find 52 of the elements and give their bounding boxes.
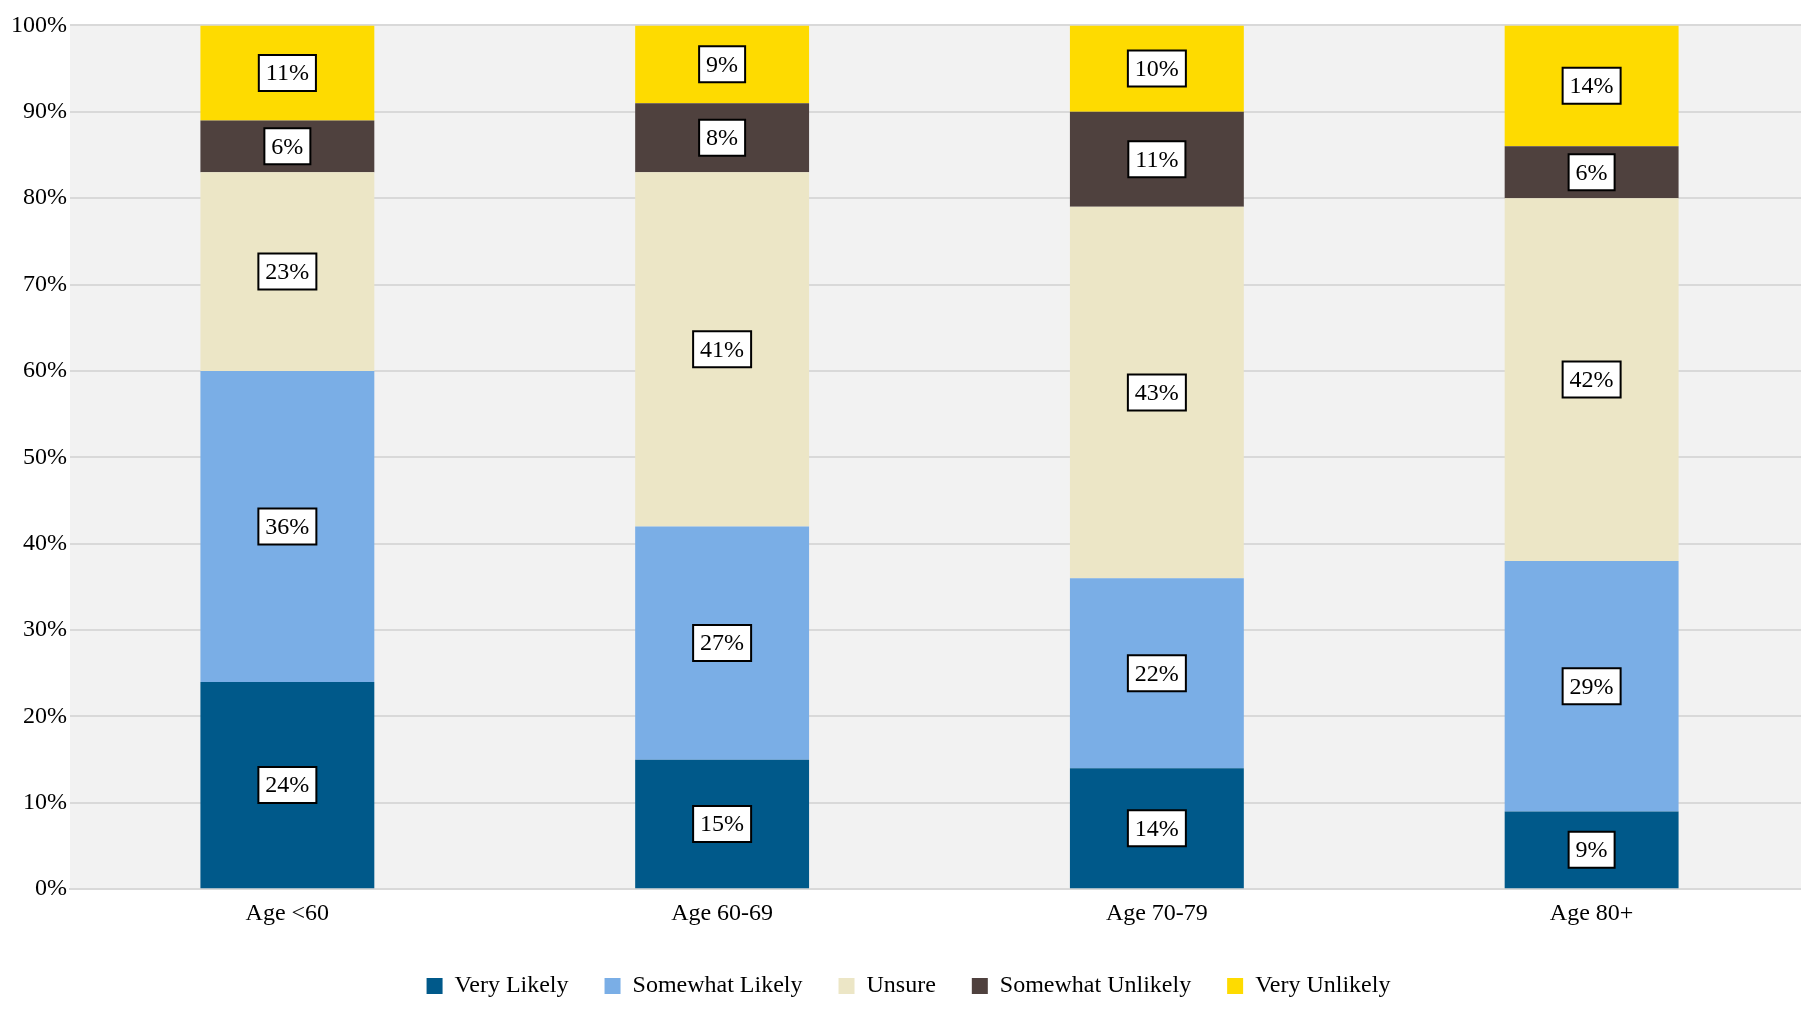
data-label: 43% xyxy=(1134,378,1179,405)
y-tick-label: 60% xyxy=(22,356,67,383)
data-label: 29% xyxy=(1569,672,1614,699)
bar xyxy=(1504,25,1679,147)
data-label: 6% xyxy=(1575,158,1608,185)
bar xyxy=(635,172,810,527)
data-label: 14% xyxy=(1569,72,1614,99)
data-label: 14% xyxy=(1134,814,1179,841)
y-tick-label: 70% xyxy=(22,269,67,296)
bar xyxy=(635,759,810,889)
y-tick-label: 10% xyxy=(22,788,67,815)
legend-label: Somewhat Unlikely xyxy=(999,971,1192,998)
data-label: 23% xyxy=(265,257,310,284)
y-tick-label: 50% xyxy=(22,442,67,469)
bar xyxy=(1069,768,1244,889)
bar xyxy=(200,172,375,371)
bar xyxy=(200,681,375,889)
data-label: 42% xyxy=(1569,365,1614,392)
y-tick-label: 20% xyxy=(22,701,67,728)
legend-label: Very Likely xyxy=(454,971,569,998)
y-tick-label: 80% xyxy=(22,183,67,210)
legend-label: Unsure xyxy=(866,971,936,998)
data-label: 41% xyxy=(700,335,745,362)
bar xyxy=(200,370,375,682)
data-label: 8% xyxy=(706,123,739,150)
data-label: 22% xyxy=(1134,659,1179,686)
data-label: 11% xyxy=(1135,145,1179,172)
x-tick-label: Age 60-69 xyxy=(671,898,774,925)
y-tick-label: 90% xyxy=(22,97,67,124)
data-label: 11% xyxy=(265,59,309,86)
legend-label: Somewhat Likely xyxy=(632,971,803,998)
bar xyxy=(1069,578,1244,769)
bar xyxy=(1069,206,1244,579)
bar xyxy=(1504,198,1679,561)
data-label: 9% xyxy=(706,50,739,77)
data-label: 24% xyxy=(265,771,310,798)
data-label: 36% xyxy=(265,512,310,539)
data-label: 9% xyxy=(1575,836,1608,863)
x-tick-label: Age 80+ xyxy=(1549,898,1634,925)
x-tick-label: Age <60 xyxy=(245,898,330,925)
y-tick-label: 30% xyxy=(22,615,67,642)
bar xyxy=(1504,560,1679,812)
y-tick-label: 100% xyxy=(10,10,67,37)
data-label: 27% xyxy=(700,629,745,656)
data-label: 10% xyxy=(1134,54,1179,81)
legend-label: Very Unlikely xyxy=(1255,971,1391,998)
data-label: 6% xyxy=(271,132,304,159)
data-label: 15% xyxy=(700,810,745,837)
bar xyxy=(635,526,810,760)
y-tick-label: 0% xyxy=(34,874,67,901)
y-tick-label: 40% xyxy=(22,528,67,555)
x-tick-label: Age 70-79 xyxy=(1105,898,1208,925)
